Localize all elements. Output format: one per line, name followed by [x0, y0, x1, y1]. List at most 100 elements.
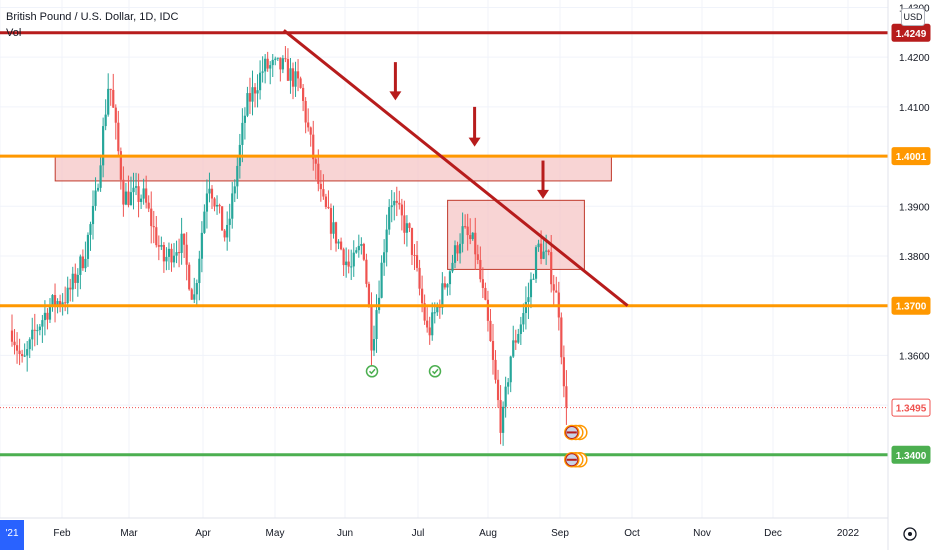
candle-body	[200, 232, 203, 259]
candle	[494, 350, 497, 384]
candle	[504, 376, 507, 418]
candle	[36, 324, 39, 346]
candle-body	[502, 406, 505, 433]
candle	[31, 317, 34, 351]
candle	[426, 307, 429, 333]
candle-body	[446, 284, 449, 288]
candle-body	[532, 278, 535, 280]
candle	[469, 218, 472, 245]
candle	[456, 241, 459, 262]
candle-body	[256, 90, 259, 94]
candle	[380, 255, 383, 299]
candle	[28, 337, 31, 359]
candle-body	[94, 190, 97, 206]
candle-body	[395, 200, 398, 203]
candle	[71, 266, 74, 302]
candle	[367, 281, 371, 308]
candle-body	[355, 250, 358, 253]
candle-body	[271, 59, 274, 66]
candle-body	[345, 261, 348, 266]
candle-body	[79, 256, 82, 275]
candle	[51, 294, 54, 312]
candle-body	[203, 211, 206, 233]
candle-body	[107, 88, 110, 115]
candle-body	[552, 284, 555, 291]
candle-body	[408, 223, 411, 229]
candle	[66, 276, 69, 315]
candle-body	[96, 187, 100, 191]
candle-body	[380, 262, 383, 298]
candle-body	[499, 400, 502, 433]
candle	[377, 280, 381, 314]
gear-center	[908, 532, 912, 536]
candle-body	[74, 273, 77, 283]
candle	[423, 294, 426, 325]
candle-body	[560, 317, 563, 358]
time-label: Apr	[195, 528, 211, 539]
candle-body	[162, 244, 165, 262]
candle-body	[550, 252, 553, 285]
candle-body	[317, 163, 320, 184]
candle-body	[117, 122, 120, 152]
candle-body	[253, 87, 257, 94]
candle	[271, 54, 274, 77]
price-label-box	[891, 147, 931, 166]
candle-body	[509, 356, 512, 383]
candle-body	[291, 68, 295, 87]
candle-body	[562, 357, 565, 387]
candle-body	[266, 58, 269, 69]
candle	[53, 283, 57, 323]
candle-body	[555, 290, 558, 293]
candle	[307, 108, 310, 132]
candle-body	[41, 320, 44, 327]
candle-body	[547, 250, 550, 253]
candle-body	[210, 188, 214, 199]
candle-body	[514, 340, 517, 343]
candle	[241, 108, 244, 163]
flag-icon-upper	[564, 424, 588, 441]
candle-body	[524, 301, 527, 314]
candle	[519, 316, 522, 346]
candle-body	[350, 266, 353, 268]
candle-body	[362, 243, 365, 260]
candle-body	[109, 88, 112, 90]
candle-body	[276, 57, 279, 59]
candle	[491, 323, 495, 375]
candle	[512, 325, 515, 359]
candle	[332, 205, 335, 239]
candle	[253, 83, 257, 108]
candle	[104, 99, 107, 131]
candle-body	[36, 330, 39, 332]
candle	[291, 62, 295, 100]
candle	[89, 221, 92, 251]
candle-body	[26, 349, 29, 356]
candle-body	[512, 340, 515, 357]
candle	[185, 232, 188, 281]
candle	[132, 172, 135, 210]
candle-body	[56, 301, 59, 307]
price-label-text: 1.4001	[896, 152, 927, 163]
candle-body	[334, 222, 338, 244]
candle	[74, 263, 77, 290]
candle-body	[160, 244, 163, 247]
candle-body	[393, 200, 396, 206]
price-label-text: 1.4249	[896, 29, 927, 40]
candle	[284, 46, 287, 63]
candle	[347, 249, 350, 274]
time-label: Jul	[412, 528, 425, 539]
candle-body	[248, 93, 252, 102]
candle-body	[418, 267, 421, 289]
price-tick-label: 1.3600	[899, 351, 930, 362]
candle-body	[71, 273, 74, 290]
check-circle	[428, 365, 442, 378]
candle-body	[428, 327, 431, 336]
candle-body	[375, 310, 378, 340]
candle-body	[180, 233, 183, 253]
candle	[489, 308, 492, 342]
candle-body	[322, 189, 325, 197]
candle-body	[284, 58, 287, 60]
candle	[81, 249, 84, 271]
currency-badge[interactable]: USD	[901, 8, 925, 26]
